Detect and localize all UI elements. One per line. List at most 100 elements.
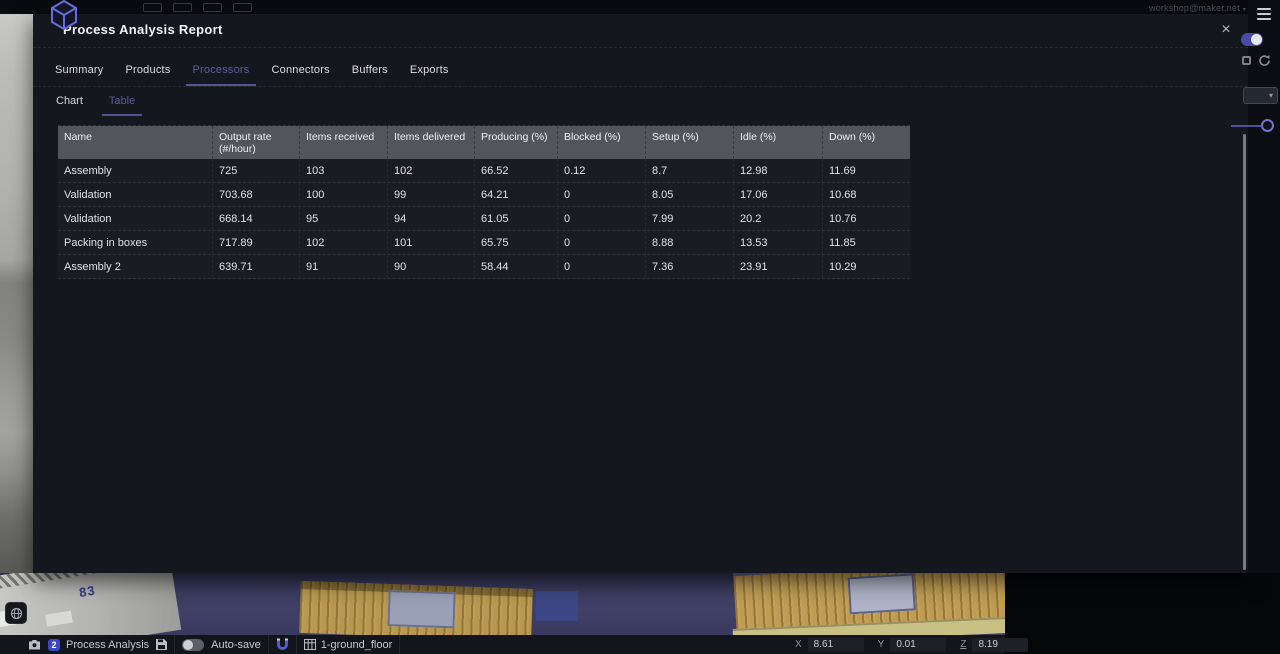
toolbar-icon[interactable] [173,3,192,12]
table-row: Assembly 725 103 102 66.52 0.12 8.7 12.98 11.69 [58,159,910,183]
toggle-knob [183,639,194,650]
table-cell: 668.14 [213,207,300,230]
table-cell: 703.68 [213,183,300,206]
divider [267,635,269,654]
header-cell: Items delivered [388,126,475,159]
save-icon[interactable] [156,639,168,650]
camera-icon[interactable] [28,639,41,650]
table-cell: 8.7 [646,159,734,182]
subtab-chart[interactable]: Chart [56,95,83,107]
table-cell: 91 [300,255,388,278]
table-cell: 64.21 [475,183,558,206]
toolbar-icons [143,3,252,12]
panel-toggle[interactable] [1241,33,1263,46]
refresh-icon[interactable] [1258,54,1271,72]
table-cell: 61.05 [475,207,558,230]
header-cell: Setup (%) [646,126,734,159]
header-cell: Items received [300,126,388,159]
table-cell: 0 [558,255,646,278]
table-cell: 0 [558,231,646,254]
app-cube-logo-icon[interactable] [49,0,79,36]
table-cell: 90 [388,255,475,278]
subtab-table[interactable]: Table [101,88,143,116]
modal-scrollbar[interactable] [1243,134,1246,570]
y-coordinate-field[interactable]: 0.01 [890,637,947,652]
scene-machine [536,591,578,621]
table-cell: 8.88 [646,231,734,254]
tab-exports[interactable]: Exports [409,64,449,76]
header-cell: Name [58,126,213,159]
header-cell: Idle (%) [734,126,823,159]
floor-grid-icon[interactable] [303,639,316,650]
tab-connectors[interactable]: Connectors [271,64,330,76]
viewport-3d-scene[interactable]: 83 [0,573,1005,635]
tab-processors[interactable]: Processors [186,56,256,86]
y-axis-label: Y [877,639,885,650]
table-cell: 11.85 [829,236,856,249]
table-cell: 639.71 [213,255,300,278]
header-cell: Blocked (%) [558,126,646,159]
toolbar-icon[interactable] [203,3,222,12]
magnet-icon[interactable] [276,638,289,651]
crate-machine [847,573,916,615]
close-icon[interactable]: × [1221,21,1231,38]
chevron-down-icon: ▾ [1242,7,1246,13]
globe-icon [10,607,22,619]
z-coordinate-field[interactable]: 8.19 [972,637,1029,652]
toolbar-icon[interactable] [143,3,162,12]
table-cell: 10.68 [829,188,857,201]
modal-tabs: Summary Products Processors Connectors Buffe… [49,56,455,86]
table-row: Assembly 2 639.71 91 90 58.44 0 7.36 23.91 10.29 [58,255,910,279]
table-body: Assembly 725 103 102 66.52 0.12 8.7 12.98 11.69 V… [58,159,910,279]
table-cell: 99 [388,183,475,206]
globe-view-button[interactable] [5,602,27,624]
process-analysis-report-modal: Process Analysis Report × Summary Product… [33,14,1248,573]
panel-dropdown[interactable]: ▾ [1243,87,1278,104]
panel-square-icon[interactable] [1242,56,1251,65]
toolbar-icon[interactable] [233,3,252,12]
z-axis-label: Z [960,639,967,650]
divider [33,47,1248,48]
table-cell: Validation [58,207,213,230]
active-floor-name[interactable]: 1-ground_floor [320,638,393,651]
x-coordinate-field[interactable]: 8.61 [807,637,864,652]
table-cell: 0.12 [558,159,646,182]
coordinate-readout: X 8.61 Y 0.01 Z 8.19 [795,635,1036,654]
table-cell: 103 [300,159,388,182]
autosave-toggle[interactable] [182,638,205,651]
table-cell: 20.2 [734,207,823,230]
toggle-knob [1251,34,1262,45]
table-cell: 12.98 [734,159,823,182]
table-cell: 101 [388,231,475,254]
project-name: Process Analysis [66,638,150,651]
bottom-right-panel [1005,573,1280,654]
table-cell: 10.29 [829,260,857,273]
modal-subtabs: Chart Table [49,88,143,116]
table-cell: 13.53 [734,231,823,254]
processors-table: Name Output rate (#/hour) Items received It… [58,125,910,279]
panel-slider[interactable] [1231,125,1269,127]
panel-slider-knob[interactable] [1261,119,1274,132]
table-cell: 102 [388,159,475,182]
table-cell: Packing in boxes [58,231,213,254]
table-cell: 0 [558,207,646,230]
table-cell: Validation [58,183,213,206]
header-cell: Down (%) [829,131,876,143]
status-badge: 2 [48,638,60,651]
table-cell: 0 [558,183,646,206]
header-cell: Producing (%) [475,126,558,159]
table-row: Validation 668.14 95 94 61.05 0 7.99 20.2 10.76 [58,207,910,231]
menu-icon[interactable] [1257,8,1271,23]
top-bar: workshop@maker.net ▾ [0,0,1280,14]
autosave-label: Auto-save [211,638,261,651]
tab-summary[interactable]: Summary [55,64,104,76]
tab-buffers[interactable]: Buffers [351,64,388,76]
building-number: 83 [78,582,97,601]
table-cell: 17.06 [734,183,823,206]
right-sidebar [1248,0,1280,573]
account-menu[interactable]: workshop@maker.net ▾ [1149,3,1246,13]
table-row: Packing in boxes 717.89 102 101 65.75 0 8.88 13… [58,231,910,255]
tab-products[interactable]: Products [125,64,171,76]
divider [174,635,176,654]
